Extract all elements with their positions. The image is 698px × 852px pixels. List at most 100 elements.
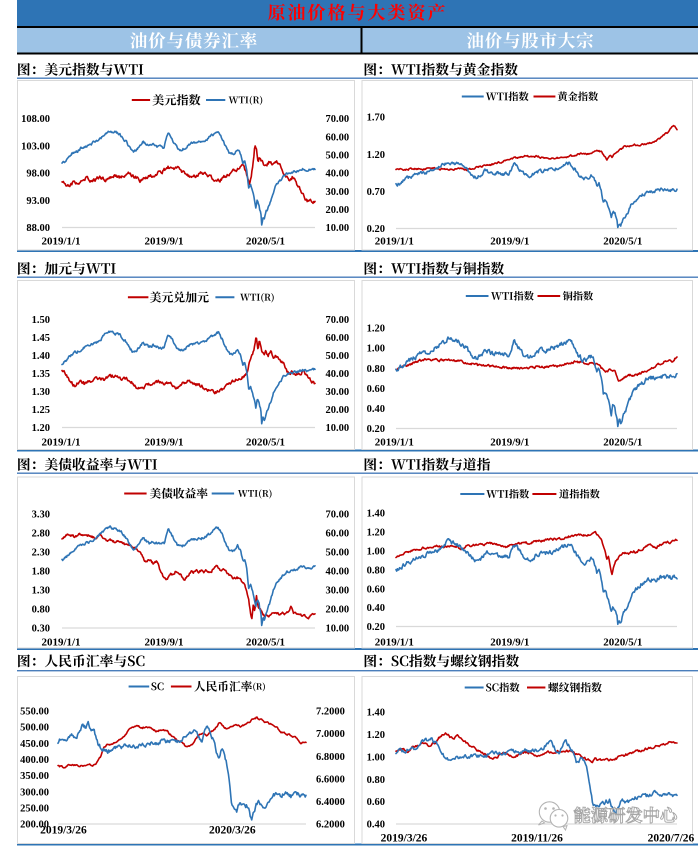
svg-text:1.20: 1.20 bbox=[32, 423, 50, 434]
svg-text:93.00: 93.00 bbox=[26, 196, 50, 207]
svg-text:1.20: 1.20 bbox=[367, 150, 385, 161]
svg-text:6.4000: 6.4000 bbox=[316, 797, 345, 808]
svg-text:2020/5/1: 2020/5/1 bbox=[603, 437, 642, 449]
svg-text:20.00: 20.00 bbox=[326, 205, 350, 216]
svg-text:2019/3/26: 2019/3/26 bbox=[40, 825, 87, 837]
svg-text:2019/9/1: 2019/9/1 bbox=[144, 637, 183, 649]
svg-text:1.20: 1.20 bbox=[367, 528, 385, 539]
svg-text:2020/5/1: 2020/5/1 bbox=[603, 236, 642, 248]
svg-text:0.40: 0.40 bbox=[367, 404, 385, 415]
svg-text:7.2000: 7.2000 bbox=[316, 707, 345, 718]
svg-text:450.00: 450.00 bbox=[20, 739, 49, 750]
svg-text:2019/3/26: 2019/3/26 bbox=[381, 833, 428, 845]
svg-text:1.00: 1.00 bbox=[367, 752, 385, 763]
svg-text:1.40: 1.40 bbox=[32, 351, 50, 362]
svg-text:2019/9/1: 2019/9/1 bbox=[144, 437, 183, 449]
svg-text:2019/1/1: 2019/1/1 bbox=[375, 236, 414, 248]
svg-text:0.80: 0.80 bbox=[367, 364, 385, 375]
svg-text:6.8000: 6.8000 bbox=[316, 752, 345, 763]
svg-text:2019/1/1: 2019/1/1 bbox=[375, 437, 414, 449]
svg-text:1.20: 1.20 bbox=[367, 730, 385, 741]
svg-text:350.00: 350.00 bbox=[20, 771, 49, 782]
svg-text:1.80: 1.80 bbox=[32, 567, 50, 578]
svg-text:1.30: 1.30 bbox=[32, 586, 50, 597]
svg-text:2.80: 2.80 bbox=[32, 529, 50, 540]
svg-text:60.00: 60.00 bbox=[326, 333, 350, 344]
svg-text:0.20: 0.20 bbox=[367, 424, 385, 435]
svg-text:50.00: 50.00 bbox=[326, 351, 350, 362]
svg-text:30.00: 30.00 bbox=[326, 387, 350, 398]
svg-text:70.00: 70.00 bbox=[326, 114, 350, 125]
svg-text:6.6000: 6.6000 bbox=[316, 774, 345, 785]
svg-text:0.80: 0.80 bbox=[32, 605, 50, 616]
svg-text:10.00: 10.00 bbox=[326, 223, 350, 234]
svg-text:40.00: 40.00 bbox=[326, 567, 350, 578]
svg-text:250.00: 250.00 bbox=[20, 804, 49, 815]
svg-text:2019/1/1: 2019/1/1 bbox=[375, 637, 414, 649]
svg-text:2019/1/1: 2019/1/1 bbox=[41, 437, 80, 449]
svg-text:30.00: 30.00 bbox=[326, 586, 350, 597]
svg-text:88.00: 88.00 bbox=[26, 223, 50, 234]
svg-text:400.00: 400.00 bbox=[20, 755, 49, 766]
svg-text:6.2000: 6.2000 bbox=[316, 820, 345, 831]
svg-text:98.00: 98.00 bbox=[26, 169, 50, 180]
svg-text:2020/5/1: 2020/5/1 bbox=[246, 236, 285, 248]
svg-text:1.50: 1.50 bbox=[32, 315, 50, 326]
svg-text:0.60: 0.60 bbox=[367, 797, 385, 808]
svg-text:1.70: 1.70 bbox=[367, 113, 385, 124]
svg-text:0.80: 0.80 bbox=[367, 775, 385, 786]
svg-text:10.00: 10.00 bbox=[326, 423, 350, 434]
svg-text:20.00: 20.00 bbox=[326, 405, 350, 416]
svg-text:300.00: 300.00 bbox=[20, 787, 49, 798]
svg-text:40.00: 40.00 bbox=[326, 169, 350, 180]
svg-text:1.25: 1.25 bbox=[32, 405, 50, 416]
svg-text:70.00: 70.00 bbox=[326, 315, 350, 326]
svg-text:0.40: 0.40 bbox=[367, 603, 385, 614]
svg-text:10.00: 10.00 bbox=[326, 624, 350, 635]
svg-text:2019/1/1: 2019/1/1 bbox=[41, 637, 80, 649]
svg-text:70.00: 70.00 bbox=[326, 510, 350, 521]
svg-text:550.00: 550.00 bbox=[20, 707, 49, 718]
svg-text:0.20: 0.20 bbox=[367, 622, 385, 633]
svg-text:20.00: 20.00 bbox=[326, 605, 350, 616]
svg-text:1.35: 1.35 bbox=[32, 369, 50, 380]
svg-text:2019/9/1: 2019/9/1 bbox=[490, 437, 529, 449]
svg-text:500.00: 500.00 bbox=[20, 723, 49, 734]
svg-text:2020/5/1: 2020/5/1 bbox=[246, 637, 285, 649]
svg-text:30.00: 30.00 bbox=[326, 187, 350, 198]
svg-text:50.00: 50.00 bbox=[326, 548, 350, 559]
svg-text:1.40: 1.40 bbox=[367, 509, 385, 520]
svg-text:0.20: 0.20 bbox=[367, 224, 385, 235]
svg-text:1.30: 1.30 bbox=[32, 387, 50, 398]
svg-text:103.00: 103.00 bbox=[21, 141, 50, 152]
svg-text:2019/9/1: 2019/9/1 bbox=[144, 236, 183, 248]
svg-text:0.60: 0.60 bbox=[367, 584, 385, 595]
svg-text:0.60: 0.60 bbox=[367, 384, 385, 395]
svg-text:2020/7/26: 2020/7/26 bbox=[648, 833, 695, 845]
svg-text:200.00: 200.00 bbox=[20, 820, 49, 831]
svg-text:50.00: 50.00 bbox=[326, 150, 350, 161]
svg-text:1.00: 1.00 bbox=[367, 344, 385, 355]
svg-text:60.00: 60.00 bbox=[326, 132, 350, 143]
svg-text:2.30: 2.30 bbox=[32, 548, 50, 559]
svg-text:1.20: 1.20 bbox=[367, 324, 385, 335]
svg-text:7.0000: 7.0000 bbox=[316, 729, 345, 740]
svg-text:0.70: 0.70 bbox=[367, 187, 385, 198]
svg-text:1.40: 1.40 bbox=[367, 708, 385, 719]
svg-text:3.30: 3.30 bbox=[32, 510, 50, 521]
svg-text:2019/9/1: 2019/9/1 bbox=[490, 236, 529, 248]
svg-text:2020/5/1: 2020/5/1 bbox=[246, 437, 285, 449]
svg-text:2019/9/1: 2019/9/1 bbox=[490, 637, 529, 649]
svg-text:1.00: 1.00 bbox=[367, 546, 385, 557]
svg-text:2020/3/26: 2020/3/26 bbox=[209, 825, 256, 837]
svg-text:2019/11/26: 2019/11/26 bbox=[511, 833, 563, 845]
svg-text:40.00: 40.00 bbox=[326, 369, 350, 380]
svg-text:108.00: 108.00 bbox=[21, 114, 50, 125]
svg-text:1.45: 1.45 bbox=[32, 333, 50, 344]
svg-text:2019/1/1: 2019/1/1 bbox=[41, 236, 80, 248]
svg-text:0.80: 0.80 bbox=[367, 565, 385, 576]
svg-text:60.00: 60.00 bbox=[326, 529, 350, 540]
svg-text:2020/5/1: 2020/5/1 bbox=[603, 637, 642, 649]
svg-text:0.30: 0.30 bbox=[32, 624, 50, 635]
svg-text:0.40: 0.40 bbox=[367, 820, 385, 831]
